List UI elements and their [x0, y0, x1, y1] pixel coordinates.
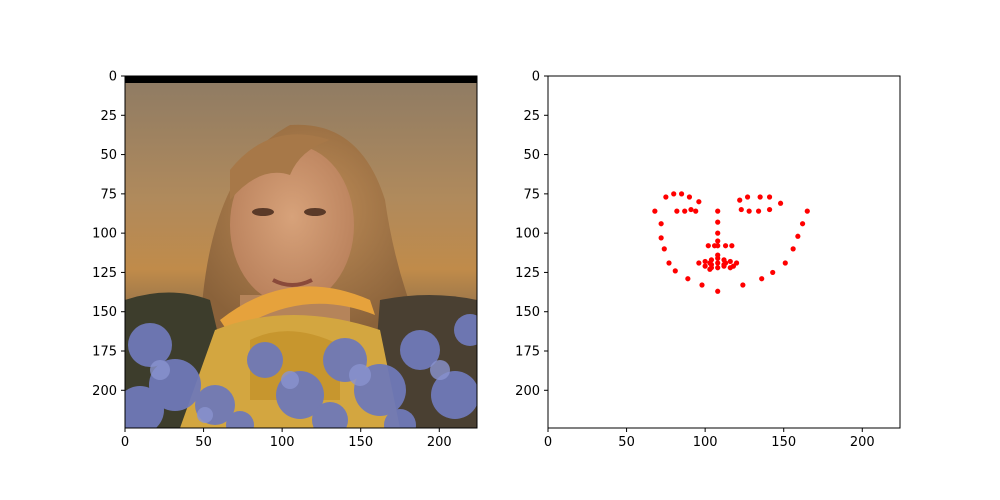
landmark-y-tick-label: 200: [515, 384, 540, 399]
landmark-point: [727, 258, 733, 265]
image-x-tick-label: 50: [195, 435, 212, 450]
landmark-point: [715, 288, 721, 294]
landmark-point: [757, 194, 763, 200]
landmark-point: [678, 191, 685, 197]
landmark-y-tick-label: 175: [515, 345, 540, 360]
landmark-point: [686, 194, 693, 200]
landmark-ticks: 0 50 100 150 200 0 25 50 75 100 125 150 175 200: [515, 70, 875, 451]
landmark-point: [730, 263, 737, 269]
image-y-tick-label: 100: [92, 227, 117, 242]
landmark-point: [702, 258, 708, 265]
image-y-tick-label: 0: [109, 70, 117, 85]
landmark-point: [705, 243, 711, 249]
image-y-tick-label: 150: [92, 305, 117, 320]
landmark-point: [696, 199, 702, 205]
landmark-point: [722, 243, 729, 249]
landmark-x-tick-label: 100: [693, 435, 718, 450]
landmark-point: [770, 269, 776, 276]
landmark-y-tick-label: 125: [515, 266, 540, 281]
landmark-point: [766, 206, 773, 213]
image-x-tick-label: 150: [348, 435, 373, 450]
landmark-y-tick-label: 25: [523, 109, 540, 124]
landmark-point: [738, 206, 744, 213]
landmark-y-tick-label: 100: [515, 227, 540, 242]
landmark-point: [682, 208, 688, 214]
landmark-x-tick-label: 200: [850, 435, 875, 450]
landmark-y-tick-label: 50: [523, 148, 540, 163]
landmark-point: [737, 197, 743, 203]
image-x-tick-label: 100: [270, 435, 295, 450]
landmark-point: [795, 233, 801, 239]
image-x-tick-label: 200: [427, 435, 452, 450]
landmark-point: [715, 265, 721, 271]
landmark-point: [759, 276, 765, 282]
landmark-point: [755, 208, 762, 214]
image-y-tick-label: 175: [92, 345, 117, 360]
landmark-point: [733, 260, 740, 266]
landmark-point: [658, 221, 664, 227]
landmark-point: [693, 208, 699, 214]
landmark-point: [671, 191, 677, 197]
landmark-axes-frame: [547, 75, 901, 429]
landmark-x-tick-label: 150: [771, 435, 796, 450]
landmark-x-tick-label: 0: [544, 435, 552, 450]
landmark-y-tick-label: 75: [523, 187, 540, 202]
landmark-point: [721, 261, 727, 268]
landmark-point: [661, 246, 667, 252]
image-y-tick-label: 125: [92, 266, 117, 281]
image-y-tick-label: 75: [100, 187, 117, 202]
landmark-point: [740, 282, 746, 288]
landmark-point: [707, 266, 713, 272]
landmark-x-tick-label: 50: [618, 435, 635, 450]
landmark-point: [715, 238, 721, 244]
subplot-image: 0 50 100 150 200 0 25 50 75 100 125 150 175 200: [92, 70, 478, 451]
landmark-point: [715, 260, 721, 266]
landmark-point: [766, 194, 773, 200]
landmark-point: [666, 260, 672, 266]
landmark-point: [663, 194, 669, 200]
landmark-point: [688, 206, 694, 213]
landmark-point: [685, 276, 691, 282]
landmark-point: [715, 230, 721, 236]
landmark-point: [790, 246, 796, 252]
landmark-points: [652, 191, 810, 294]
landmark-point: [777, 200, 784, 206]
image-y-tick-label: 50: [100, 148, 117, 163]
landmark-point: [715, 208, 721, 214]
landmark-point: [702, 263, 708, 269]
landmark-y-tick-label: 0: [532, 70, 540, 85]
image-y-tick-label: 25: [100, 109, 117, 124]
landmark-point: [652, 208, 658, 214]
image-ticks: 0 50 100 150 200 0 25 50 75 100 125 150 175 200: [92, 70, 452, 451]
subplot-landmarks: 0 50 100 150 200 0 25 50 75 100 125 150 175 200: [515, 70, 901, 451]
landmark-point: [782, 260, 788, 266]
landmark-point: [729, 243, 735, 249]
landmark-point: [699, 282, 705, 288]
landmark-point: [672, 268, 678, 274]
image-x-tick-label: 0: [121, 435, 129, 450]
photo-of-woman: [125, 76, 477, 428]
landmark-point: [674, 208, 680, 214]
image-y-tick-label: 200: [92, 384, 117, 399]
landmark-point: [696, 260, 702, 266]
landmark-point: [658, 235, 664, 241]
landmark-point: [744, 194, 751, 200]
landmark-point: [708, 261, 715, 268]
landmark-point: [715, 252, 721, 258]
landmark-point: [804, 208, 810, 214]
landmark-point: [715, 219, 721, 225]
landmark-point: [799, 221, 806, 227]
landmark-point: [746, 208, 752, 214]
landmark-point: [715, 243, 721, 249]
landmark-y-tick-label: 150: [515, 305, 540, 320]
image-axes-frame: [124, 75, 478, 429]
